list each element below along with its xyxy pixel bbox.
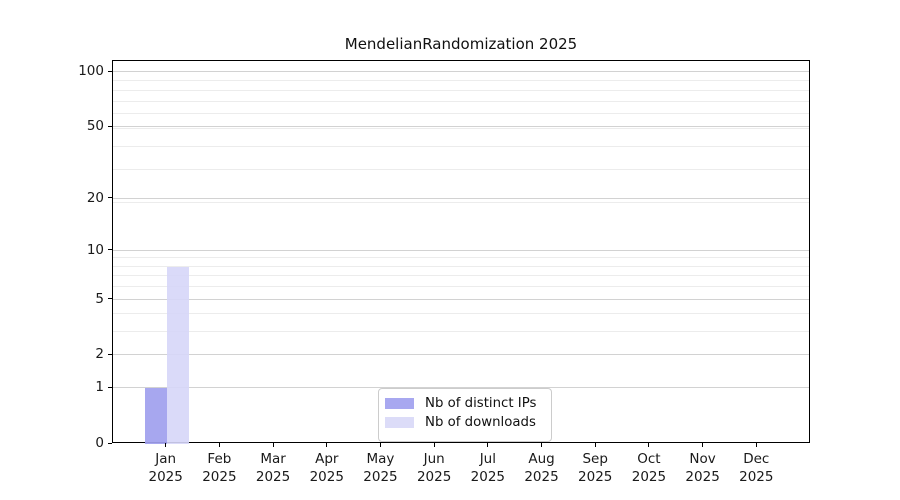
x-tick-label-mar: Mar 2025: [245, 451, 301, 486]
x-tick-oct: [648, 443, 650, 447]
gridline-minor-3: [113, 331, 809, 333]
x-tick-feb: [218, 443, 220, 447]
x-tick-mar: [272, 443, 274, 447]
y-tick-label-5: 5: [95, 290, 104, 307]
gridline-minor-8: [113, 265, 809, 267]
x-tick-month: Sep: [582, 451, 608, 467]
x-tick-month: Oct: [637, 451, 661, 467]
gridline-minor-49: [113, 127, 809, 129]
plot-area: [112, 60, 810, 444]
x-tick-year: 2025: [739, 468, 774, 485]
x-tick-month: Apr: [315, 451, 339, 467]
x-tick-sep: [594, 443, 596, 447]
gridline-major-2: [113, 354, 809, 356]
x-tick-label-feb: Feb 2025: [191, 451, 247, 486]
chart-title: MendelianRandomization 2025: [344, 35, 578, 53]
x-tick-month: Jul: [479, 451, 496, 467]
bar-jan-distinct-ips: [144, 388, 167, 444]
gridline-major-50: [113, 126, 809, 128]
x-tick-label-sep: Sep 2025: [567, 451, 623, 486]
gridline-minor-19: [113, 201, 809, 203]
x-tick-label-may: May 2025: [352, 451, 408, 486]
x-tick-label-oct: Oct 2025: [621, 451, 677, 486]
y-tick-label-1: 1: [95, 379, 104, 396]
x-tick-month: Feb: [207, 451, 232, 467]
x-tick-label-nov: Nov 2025: [675, 451, 731, 486]
gridline-minor-89: [113, 80, 809, 82]
x-tick-label-jun: Jun 2025: [406, 451, 462, 486]
x-tick-month: Nov: [689, 451, 716, 467]
y-tick-label-20: 20: [86, 189, 104, 206]
x-tick-label-jul: Jul 2025: [460, 451, 516, 486]
x-tick-year: 2025: [470, 468, 506, 485]
y-tick-label-2: 2: [95, 346, 104, 363]
gridline-major-5: [113, 298, 809, 300]
y-tick-20: [108, 197, 112, 199]
gridline-major-20: [113, 197, 809, 199]
x-tick-month: Jan: [155, 451, 177, 467]
x-tick-jun: [433, 443, 435, 447]
gridline-minor-6: [113, 286, 809, 288]
legend-item-distinct-ips: Nb of distinct IPs: [379, 394, 551, 413]
gridline-minor-9: [113, 257, 809, 259]
x-tick-year: 2025: [685, 468, 720, 485]
gridline-minor-69: [113, 100, 809, 102]
x-tick-month: Aug: [528, 451, 555, 467]
y-tick-1: [108, 386, 112, 388]
x-tick-month: Mar: [260, 451, 286, 467]
gridline-minor-79: [113, 89, 809, 91]
y-tick-0: [108, 442, 112, 444]
y-tick-10: [108, 249, 112, 251]
legend-swatch-downloads: [385, 417, 414, 428]
y-tick-label-10: 10: [86, 241, 104, 258]
y-tick-100: [108, 70, 112, 72]
x-tick-month: Jun: [423, 451, 445, 467]
y-tick-2: [108, 353, 112, 355]
gridline-major-100: [113, 71, 809, 72]
legend-label-distinct-ips: Nb of distinct IPs: [425, 396, 537, 411]
gridline-minor-7: [113, 275, 809, 277]
x-tick-year: 2025: [309, 468, 344, 485]
gridline-minor-4: [113, 313, 809, 315]
x-tick-label-aug: Aug 2025: [514, 451, 570, 486]
gridline-major-1: [113, 387, 809, 389]
y-tick-50: [108, 125, 112, 127]
x-tick-year: 2025: [631, 468, 667, 485]
bar-jan-downloads: [166, 266, 189, 444]
x-tick-year: 2025: [524, 468, 559, 485]
gridline-minor-59: [113, 112, 809, 114]
x-tick-label-jan: Jan 2025: [138, 451, 194, 486]
x-tick-month: May: [366, 451, 395, 467]
x-tick-aug: [541, 443, 543, 447]
x-tick-may: [379, 443, 381, 447]
x-tick-label-dec: Dec 2025: [728, 451, 784, 486]
legend-item-downloads: Nb of downloads: [379, 413, 551, 432]
y-tick-label-0: 0: [95, 435, 104, 451]
x-tick-nov: [702, 443, 704, 447]
x-tick-year: 2025: [416, 468, 452, 485]
x-tick-month: Dec: [743, 451, 770, 467]
x-tick-year: 2025: [202, 468, 237, 485]
y-tick-label-50: 50: [86, 118, 104, 135]
x-tick-label-apr: Apr 2025: [299, 451, 355, 486]
legend-swatch-distinct-ips: [385, 398, 414, 409]
legend-label-downloads: Nb of downloads: [425, 415, 536, 430]
y-tick-label-100: 100: [78, 63, 104, 79]
x-tick-jan: [165, 443, 167, 447]
x-tick-year: 2025: [255, 468, 291, 485]
gridline-minor-39: [113, 145, 809, 147]
y-tick-5: [108, 298, 112, 300]
x-tick-year: 2025: [363, 468, 398, 485]
x-tick-apr: [326, 443, 328, 447]
x-tick-jul: [487, 443, 489, 447]
x-tick-dec: [755, 443, 757, 447]
gridline-minor-29: [113, 168, 809, 170]
x-tick-year: 2025: [578, 468, 613, 485]
x-tick-year: 2025: [148, 468, 183, 485]
gridline-major-10: [113, 249, 809, 251]
legend: Nb of distinct IPs Nb of downloads: [378, 388, 552, 442]
